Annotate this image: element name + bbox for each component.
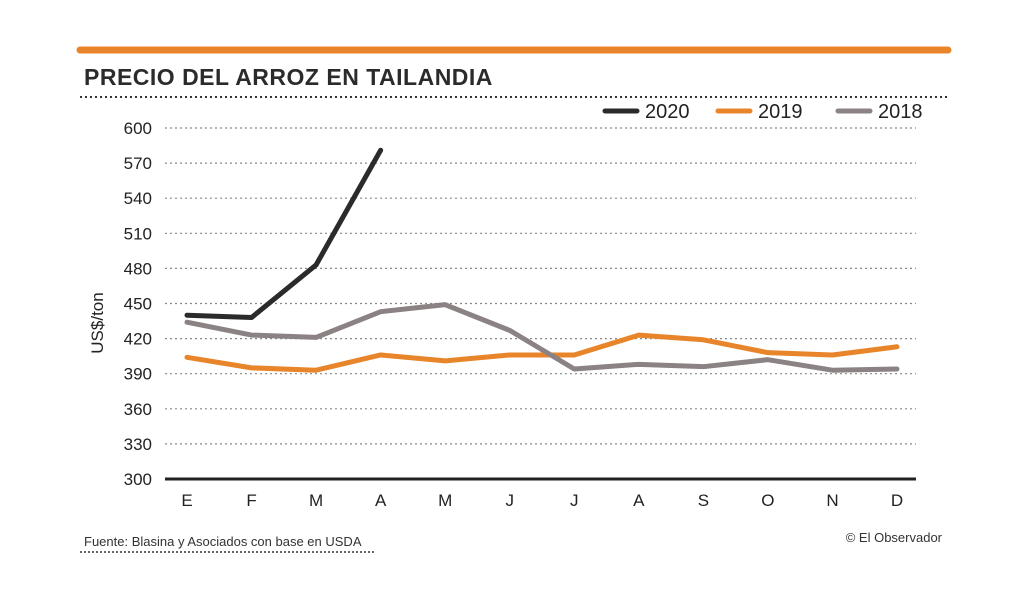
legend-label-2018: 2018 — [878, 101, 923, 123]
series-line-2018 — [184, 302, 900, 373]
legend: 2020 2019 2018 — [602, 101, 923, 123]
y-tick-label: 450 — [124, 295, 152, 314]
x-tick-label: A — [633, 491, 645, 510]
legend-label-2020: 2020 — [645, 101, 690, 123]
y-tick-label: 570 — [124, 154, 152, 173]
x-tick-label: S — [698, 491, 709, 510]
y-tick-label: 330 — [124, 435, 152, 454]
legend-label-2019: 2019 — [758, 101, 803, 123]
x-tick-label: J — [570, 491, 579, 510]
x-tick-label: N — [826, 491, 838, 510]
x-tick-label: E — [181, 491, 192, 510]
x-tick-label: M — [438, 491, 452, 510]
credit-note: © El Observador — [846, 530, 943, 545]
y-tick-label: 510 — [124, 224, 152, 243]
x-tick-label: M — [309, 491, 323, 510]
x-tick-label: A — [375, 491, 387, 510]
y-tick-label: 390 — [124, 365, 152, 384]
y-tick-label: 420 — [124, 330, 152, 349]
y-tick-label: 360 — [124, 400, 152, 419]
series-line-2020 — [184, 147, 384, 321]
chart-title: PRECIO DEL ARROZ EN TAILANDIA — [84, 64, 493, 90]
y-tick-label: 300 — [124, 470, 152, 489]
grid-lines — [165, 127, 916, 445]
x-tick-label: O — [761, 491, 774, 510]
x-tick-label: J — [505, 491, 514, 510]
source-note: Fuente: Blasina y Asociados con base en … — [84, 534, 362, 549]
y-axis-label: US$/ton — [88, 292, 107, 353]
y-tick-label: 600 — [124, 119, 152, 138]
x-tick-label: F — [246, 491, 256, 510]
x-tick-label: D — [891, 491, 903, 510]
series-lines — [184, 147, 900, 373]
y-tick-label: 540 — [124, 189, 152, 208]
y-tick-label: 480 — [124, 259, 152, 278]
y-axis-ticks: 300 330 360 390 420 450 480 510 540 570 600 — [124, 119, 152, 489]
series-line-2019 — [184, 332, 900, 373]
